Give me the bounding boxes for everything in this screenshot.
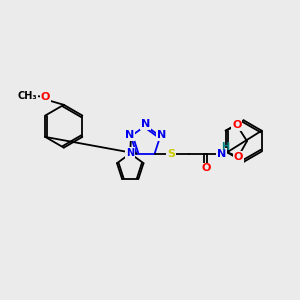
Text: H: H: [221, 142, 229, 152]
Text: CH₃: CH₃: [17, 91, 37, 101]
Text: O: O: [41, 92, 50, 101]
Text: S: S: [167, 148, 175, 159]
Text: O: O: [233, 152, 243, 162]
Text: N: N: [126, 148, 134, 158]
Text: N: N: [157, 130, 167, 140]
Text: N: N: [125, 130, 134, 140]
Text: N: N: [217, 148, 226, 159]
Text: O: O: [201, 164, 210, 173]
Text: N: N: [141, 119, 150, 129]
Text: O: O: [232, 120, 242, 130]
